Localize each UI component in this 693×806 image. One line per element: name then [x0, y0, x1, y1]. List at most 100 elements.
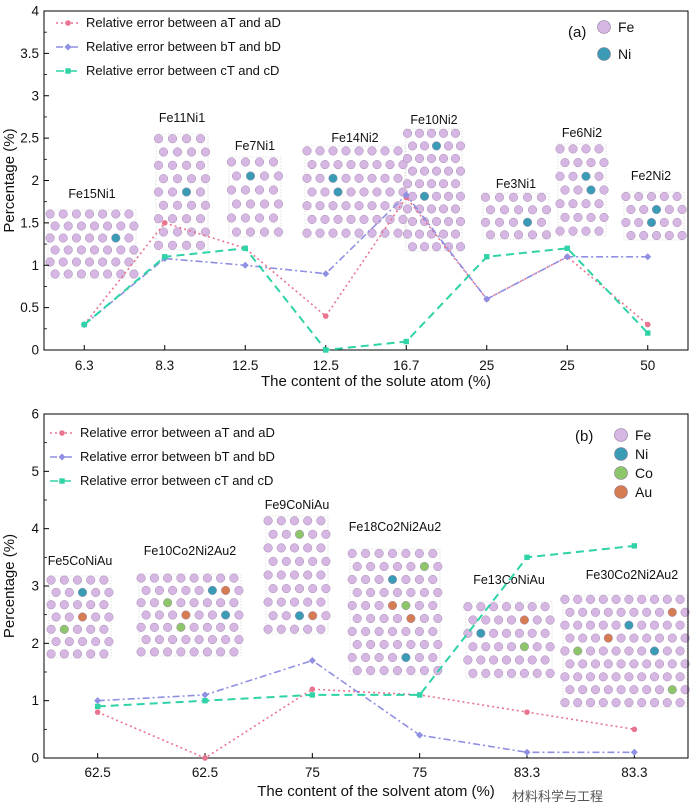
atom-fe: [315, 228, 325, 238]
atom-fe: [346, 160, 356, 170]
atom-fe: [419, 639, 429, 650]
atom-fe: [642, 633, 652, 643]
y-tick-label: 0: [31, 751, 39, 766]
atom-ni: [294, 611, 305, 621]
atom-fe: [181, 635, 191, 645]
atom-fe: [611, 594, 621, 604]
x-tick-label: 50: [640, 358, 655, 373]
atom-fe: [379, 665, 389, 676]
atom-fe: [385, 214, 395, 224]
atom-fe: [103, 221, 113, 231]
atom-fe: [392, 665, 403, 676]
atom-fe: [136, 647, 146, 657]
data-point: [402, 191, 410, 199]
x-tick-label: 25: [560, 358, 575, 373]
atom-co: [519, 642, 529, 652]
atom-fe: [519, 668, 529, 678]
atom-ni: [333, 187, 343, 197]
atom-fe: [514, 655, 524, 665]
x-tick-label: 6.3: [75, 358, 94, 373]
atom-fe: [560, 620, 570, 630]
atom-fe: [455, 166, 466, 176]
legend-label: Relative error between cT and cD: [80, 473, 273, 488]
atom-fe: [289, 597, 300, 607]
atom-co: [419, 561, 429, 572]
atom-fe: [229, 598, 239, 608]
panel-label: (b): [575, 428, 593, 445]
atom-fe: [639, 204, 649, 215]
atom-fe: [455, 242, 466, 252]
structure-fe6ni2: [555, 143, 609, 237]
atom-fe: [527, 655, 537, 665]
atom-fe: [45, 233, 55, 243]
atom-fe: [664, 204, 674, 215]
cell-outline: [482, 192, 550, 240]
atom-fe: [91, 587, 101, 597]
atom-fe: [573, 185, 583, 195]
atom-fe: [328, 228, 338, 238]
atom-fe: [302, 173, 312, 183]
atom-fe: [407, 242, 418, 252]
data-point: [242, 245, 248, 251]
atom-fe: [662, 698, 672, 708]
atom-fe: [578, 685, 588, 695]
atom-fe: [263, 516, 273, 526]
data-point: [631, 726, 638, 733]
atom-fe: [527, 602, 537, 612]
atom-fe: [207, 610, 217, 620]
data-point: [524, 554, 530, 561]
atom-fe: [485, 205, 496, 215]
atom-fe: [426, 179, 437, 189]
atom-au: [387, 600, 398, 611]
atom-fe: [419, 166, 430, 176]
atom-fe: [186, 200, 197, 210]
structure-label: Fe10Ni2: [410, 113, 457, 127]
atom-fe: [51, 612, 61, 622]
series-line-3: [83, 247, 649, 352]
atom-fe: [186, 174, 197, 184]
atom-fe: [316, 543, 326, 553]
atom-fe: [302, 228, 312, 238]
atom-fe: [428, 652, 438, 663]
atom-fe: [86, 624, 96, 634]
data-point: [201, 691, 209, 699]
atom-fe: [406, 665, 416, 676]
atom-fe: [573, 158, 583, 168]
atom-fe: [59, 649, 69, 659]
atom-fe: [307, 160, 317, 170]
atom-fe: [560, 212, 570, 222]
element-swatch-co: [614, 466, 628, 480]
atom-fe: [98, 209, 108, 219]
atom-fe: [361, 600, 371, 611]
atom-fe: [263, 543, 273, 553]
atom-fe: [259, 199, 270, 209]
structure-fe10co2ni2au2: [136, 573, 244, 657]
atom-fe: [621, 191, 631, 202]
atom-fe: [361, 652, 371, 663]
structure-fe15ni1: [45, 209, 139, 279]
atom-fe: [545, 615, 555, 625]
atom-fe: [578, 659, 588, 669]
atom-fe: [536, 192, 547, 202]
atom-fe: [585, 594, 596, 604]
atom-fe: [450, 153, 461, 164]
atom-fe: [154, 610, 164, 620]
atom-fe: [594, 226, 604, 236]
atom-fe: [672, 191, 682, 202]
y-tick-label: 3: [31, 579, 39, 594]
atom-fe: [216, 598, 226, 608]
atom-fe: [540, 655, 550, 665]
atom-fe: [598, 594, 608, 604]
atom-fe: [590, 607, 601, 617]
atom-fe: [72, 600, 83, 610]
atom-ni: [646, 217, 657, 228]
atom-fe: [662, 620, 672, 630]
atom-fe: [354, 228, 364, 238]
atom-fe: [141, 635, 151, 645]
atom-fe: [254, 185, 265, 195]
atom-fe: [598, 672, 608, 682]
data-point: [94, 697, 102, 705]
atom-fe: [629, 685, 639, 695]
y-axis-label: Percentage (%): [1, 534, 18, 638]
legend-label: Relative error between cT and cD: [86, 63, 279, 78]
